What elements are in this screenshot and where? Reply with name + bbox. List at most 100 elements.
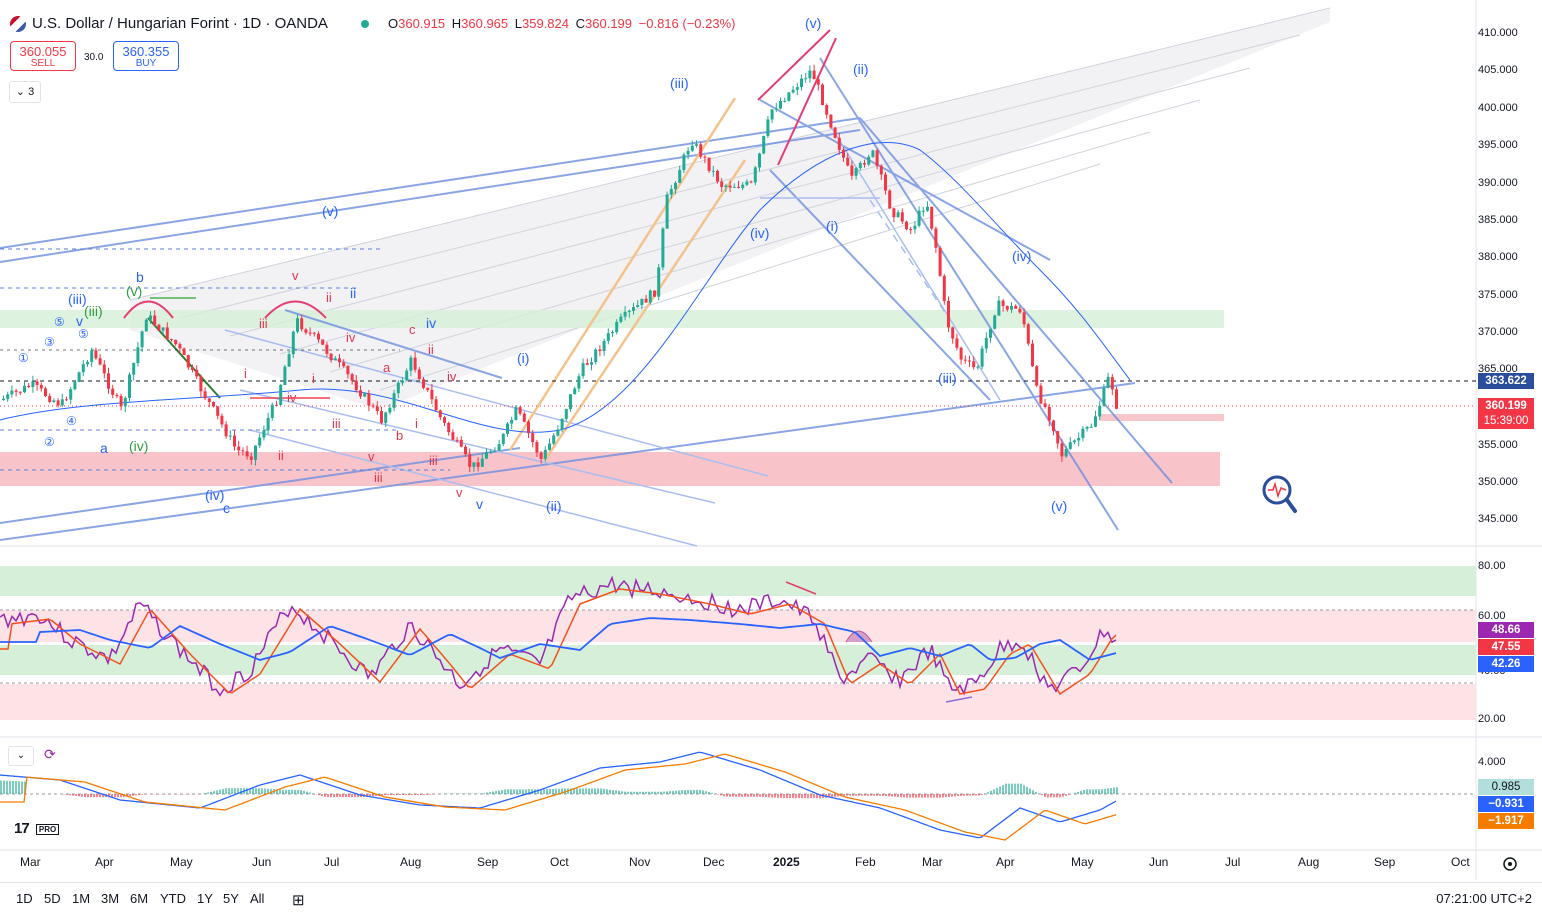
- change-value: −0.816 (−0.23%): [639, 16, 736, 31]
- wave-label: c: [409, 322, 416, 337]
- time-axis-label: Mar: [922, 855, 943, 869]
- time-axis-label: Nov: [629, 855, 650, 869]
- time-axis-label: Jul: [1225, 855, 1240, 869]
- price-axis-label: 400.000: [1478, 102, 1518, 114]
- wave-label: a: [383, 360, 391, 375]
- wave-label: iv: [426, 315, 436, 331]
- wave-label: (iii): [84, 303, 103, 319]
- refresh-icon[interactable]: ⟳: [44, 746, 56, 763]
- bottom-toolbar: 1D 5D 1M 3M 6M YTD 1Y 5Y All ⊞ 07:21:00 …: [0, 882, 1542, 915]
- indicators-toggle-button[interactable]: ⌄ 3: [9, 81, 41, 103]
- macd-line-tag: −0.931: [1478, 796, 1534, 812]
- time-axis-label: Mar: [20, 855, 41, 869]
- wave-label: ⑤: [54, 315, 65, 329]
- wave-label: (iv): [205, 487, 224, 503]
- price-axis-label: 395.000: [1478, 139, 1518, 151]
- pro-badge: PRO: [36, 824, 59, 835]
- range-button-5y[interactable]: 5Y: [223, 891, 239, 906]
- time-axis-label: May: [1071, 855, 1094, 869]
- open-value: 360.915: [398, 16, 445, 31]
- rsi-axis-label: 80.00: [1478, 560, 1506, 572]
- macd-histogram-tag: 0.985: [1478, 779, 1534, 795]
- macd-signal-line: [0, 754, 1116, 840]
- rsi-axis-label: 60.00: [1478, 610, 1506, 622]
- range-button-all[interactable]: All: [250, 891, 264, 906]
- range-button-ytd[interactable]: YTD: [160, 891, 186, 906]
- wave-label: (v): [322, 203, 338, 219]
- bar-countdown-tag: 15:39:00: [1478, 413, 1534, 429]
- wave-label: iii: [259, 316, 268, 331]
- range-button-1d[interactable]: 1D: [16, 891, 33, 906]
- wave-label: (ii): [853, 61, 869, 77]
- time-axis-label: Jun: [252, 855, 271, 869]
- wave-label: (iv): [750, 225, 769, 241]
- wave-label: iii: [429, 453, 438, 468]
- time-axis-label: Oct: [550, 855, 569, 869]
- price-axis-label: 375.000: [1478, 289, 1518, 301]
- rsi-slow-value-tag: 42.26: [1478, 656, 1534, 672]
- time-axis-label: Feb: [855, 855, 876, 869]
- macd-collapse-button[interactable]: ⌄: [8, 746, 34, 766]
- wave-label: ii: [326, 290, 332, 305]
- price-axis-label: 405.000: [1478, 64, 1518, 76]
- chart-header: U.S. Dollar / Hungarian Forint · 1D · OA…: [0, 0, 1480, 46]
- wave-label: b: [396, 428, 403, 443]
- range-button-5d[interactable]: 5D: [44, 891, 61, 906]
- time-axis-label: 2025: [773, 855, 800, 869]
- time-axis: Mar Apr May Jun Jul Aug Sep Oct Nov Dec …: [0, 855, 1542, 875]
- close-value: 360.199: [585, 16, 632, 31]
- symbol-title[interactable]: U.S. Dollar / Hungarian Forint · 1D · OA…: [32, 15, 328, 32]
- range-button-6m[interactable]: 6M: [130, 891, 148, 906]
- wave-label: iii: [332, 416, 341, 431]
- time-axis-label: Oct: [1451, 855, 1470, 869]
- price-axis-label: 345.000: [1478, 513, 1518, 525]
- buy-button[interactable]: 360.355 BUY: [113, 41, 179, 71]
- high-value: 360.965: [461, 16, 508, 31]
- wave-label: ii: [278, 448, 284, 463]
- sell-label: SELL: [11, 58, 75, 69]
- wave-label: v: [476, 496, 483, 512]
- range-button-1y[interactable]: 1Y: [197, 891, 213, 906]
- time-axis-label: Dec: [703, 855, 724, 869]
- wave-label: ii: [350, 285, 356, 301]
- wave-label: ③: [44, 335, 55, 349]
- clock[interactable]: 07:21:00 UTC+2: [1436, 891, 1532, 906]
- rsi-red-zone-lower: [0, 684, 1476, 720]
- last-price-tag: 360.199: [1478, 398, 1534, 414]
- price-axis-label: 380.000: [1478, 251, 1518, 263]
- time-axis-label: Jun: [1149, 855, 1168, 869]
- wave-label: v: [292, 268, 299, 283]
- wave-label: iv: [287, 390, 297, 405]
- buy-label: BUY: [114, 58, 178, 69]
- price-axis-label: 370.000: [1478, 326, 1518, 338]
- rsi-value-tag: 48.66: [1478, 622, 1534, 638]
- wave-label: i: [312, 371, 315, 386]
- price-axis-label: 350.000: [1478, 476, 1518, 488]
- date-range-calendar-icon[interactable]: ⊞: [292, 891, 305, 909]
- price-axis-label: 410.000: [1478, 27, 1518, 39]
- ohlc-values: O360.915 H360.965 L359.824 C360.199 −0.8…: [388, 16, 739, 31]
- wave-label: i: [415, 416, 418, 431]
- tradingview-logo: 17 PRO: [14, 820, 59, 837]
- wave-label: iii: [374, 470, 383, 485]
- magnifier-icon[interactable]: [1264, 477, 1295, 511]
- wave-label: (v): [1051, 498, 1067, 514]
- sell-button[interactable]: 360.055 SELL: [10, 41, 76, 71]
- rsi-overbought-zone: [0, 566, 1476, 596]
- time-axis-label: Aug: [400, 855, 421, 869]
- range-button-1m[interactable]: 1M: [72, 891, 90, 906]
- price-axis-label: 385.000: [1478, 214, 1518, 226]
- wave-label: ⑤: [78, 327, 89, 341]
- time-axis-label: Apr: [996, 855, 1015, 869]
- wave-label: (v): [126, 283, 142, 299]
- market-open-dot-icon: [361, 20, 369, 28]
- range-button-3m[interactable]: 3M: [101, 891, 119, 906]
- wave-label: (iv): [129, 438, 148, 454]
- wave-label: ④: [66, 414, 77, 428]
- wave-label: (i): [826, 218, 838, 234]
- macd-axis-label: 4.000: [1478, 756, 1506, 768]
- support-zone: [0, 452, 1220, 486]
- wave-label: iv: [346, 330, 356, 345]
- dashed-level-price-tag: 363.622: [1478, 373, 1534, 389]
